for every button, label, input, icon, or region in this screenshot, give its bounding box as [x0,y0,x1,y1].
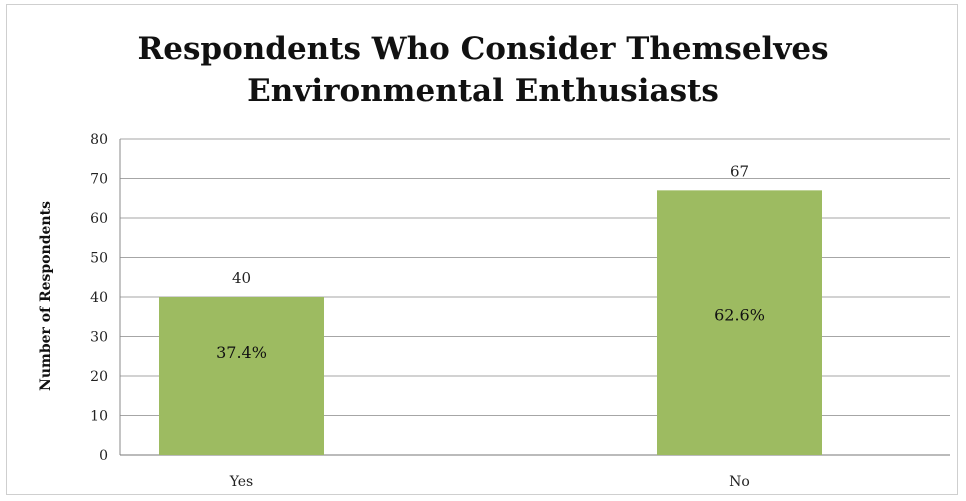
chart-title-line-1: Respondents Who Consider Themselves [137,31,829,67]
y-tick-label: 40 [90,290,108,306]
y-tick-labels: 0 10 20 30 40 50 60 70 80 [90,132,108,464]
y-tick-label: 80 [90,132,108,148]
y-tick-label: 10 [90,409,108,425]
percent-label-yes: 37.4% [216,343,267,362]
bar-yes [159,297,324,455]
y-tick-label: 30 [90,330,108,346]
x-tick-label-yes: Yes [229,474,254,490]
y-tick-label: 60 [90,211,108,227]
x-tick-labels: Yes No [229,474,750,490]
x-tick-label-no: No [729,474,750,490]
y-axis-label: Number of Respondents [38,201,54,391]
y-tick-label: 70 [90,172,108,188]
bars: 40 37.4% 67 62.6% [159,162,822,455]
y-tick-label: 0 [99,448,108,464]
y-tick-label: 20 [90,369,108,385]
bar-no [657,190,822,455]
data-label-no: 67 [730,162,749,180]
y-tick-label: 50 [90,251,108,267]
chart-title-line-2: Environmental Enthusiasts [247,73,719,109]
chart-title: Respondents Who Consider Themselves Envi… [0,28,966,112]
data-label-yes: 40 [232,269,251,287]
percent-label-no: 62.6% [714,306,765,325]
